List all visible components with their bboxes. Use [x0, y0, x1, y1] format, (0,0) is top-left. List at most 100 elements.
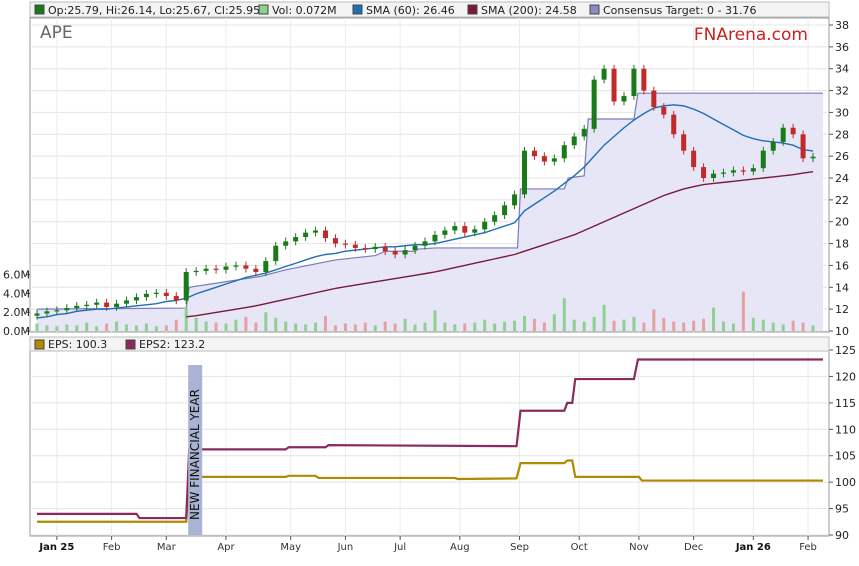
financial-year-marker [188, 365, 203, 535]
candle-body [681, 134, 687, 151]
candle-body [482, 221, 488, 230]
eps-legend-swatch [34, 339, 45, 350]
candle-body [193, 270, 199, 273]
month-label: Dec [684, 542, 703, 553]
candle-body [711, 173, 717, 178]
volume-bar [144, 323, 148, 331]
sma60-legend-label: SMA (60): 26.46 [366, 4, 455, 17]
eps-panel [29, 336, 830, 537]
volume-bar [781, 324, 785, 331]
sma200-line [186, 170, 814, 318]
volume-bar [294, 323, 298, 331]
candle-body [591, 79, 597, 129]
eps2-line [36, 358, 823, 520]
volume-bar [35, 323, 39, 331]
candle-body [780, 127, 786, 142]
volume-bar [771, 322, 775, 331]
volume-bar [284, 321, 288, 331]
candle-body [223, 266, 229, 270]
month-label: Oct [571, 542, 588, 553]
volume-bar [493, 323, 497, 331]
candle-body [422, 241, 428, 246]
volume-bar [403, 318, 407, 331]
price-tick-label: 20 [835, 216, 849, 229]
candle-body [452, 226, 458, 231]
candle-body [84, 304, 90, 306]
candle-body [800, 134, 806, 159]
volume-bar [363, 322, 367, 331]
candle-body [740, 170, 746, 172]
candle-body [502, 205, 508, 216]
volume-bar [105, 323, 109, 331]
price-tick-label: 22 [835, 194, 849, 207]
volume-bar [731, 323, 735, 331]
volume-bar [612, 320, 616, 331]
volume-bar [791, 320, 795, 331]
month-label: Jun [337, 542, 354, 553]
consensus-legend-label: Consensus Target: 0 - 31.76 [603, 4, 756, 17]
eps-line [36, 459, 823, 523]
volume-bar [721, 321, 725, 331]
price-tick-label: 38 [835, 19, 849, 32]
eps-tick-label: 110 [835, 423, 856, 436]
price-tick-label: 36 [835, 41, 849, 54]
volume-bar [463, 323, 467, 331]
candle-body [720, 172, 726, 174]
candle-body [651, 90, 657, 107]
candle-body [273, 245, 279, 262]
candle-body [531, 150, 537, 157]
candle-body [581, 128, 587, 137]
ohlc-legend-label: Op:25.79, Hi:26.14, Lo:25.67, Cl:25.95 [48, 4, 260, 17]
candle-body [243, 265, 249, 269]
volume-bar [55, 326, 59, 331]
month-label: Jan 26 [735, 542, 771, 553]
volume-bar [154, 326, 158, 331]
volume-bar [304, 324, 308, 331]
candle-body [492, 215, 498, 222]
volume-bar [314, 322, 318, 331]
candle-body [94, 302, 100, 305]
volume-bar [164, 325, 168, 331]
consensus-target-line [36, 92, 823, 310]
candle-body [750, 168, 756, 172]
volume-bar [652, 309, 656, 331]
month-label: May [280, 542, 301, 553]
candle-body [810, 156, 816, 159]
volume-bar [433, 310, 437, 331]
volume-bar [134, 325, 138, 331]
volume-bar [324, 315, 328, 331]
consensus-legend-swatch [589, 4, 600, 15]
volume-bar [741, 291, 745, 331]
volume-bar [413, 324, 417, 331]
volume-bar [473, 322, 477, 331]
price-tick-label: 26 [835, 150, 849, 163]
candle-body [74, 305, 80, 309]
candle-body [551, 158, 557, 162]
volume-bar [234, 319, 238, 331]
volume-bar [582, 321, 586, 331]
candle-body [462, 226, 468, 233]
price-tick-label: 14 [835, 281, 849, 294]
volume-bar [65, 324, 69, 331]
volume-bar [443, 322, 447, 331]
candle-body [263, 261, 269, 272]
candle-body [392, 251, 398, 255]
volume-bar [224, 323, 228, 331]
candle-body [163, 292, 169, 297]
volume-bar [373, 325, 377, 331]
volume-bar [751, 317, 755, 331]
volume-bar [702, 318, 706, 331]
candle-body [233, 265, 239, 267]
price-tick-label: 10 [835, 325, 849, 338]
candle-body [133, 297, 139, 301]
volume-bar [503, 321, 507, 331]
candle-body [153, 292, 159, 294]
volume-bar [383, 321, 387, 331]
volume-bar [45, 325, 49, 331]
price-tick-label: 16 [835, 259, 849, 272]
ohlc-legend-swatch [34, 4, 45, 15]
price-tick-label: 32 [835, 85, 849, 98]
volume-bar [423, 322, 427, 331]
